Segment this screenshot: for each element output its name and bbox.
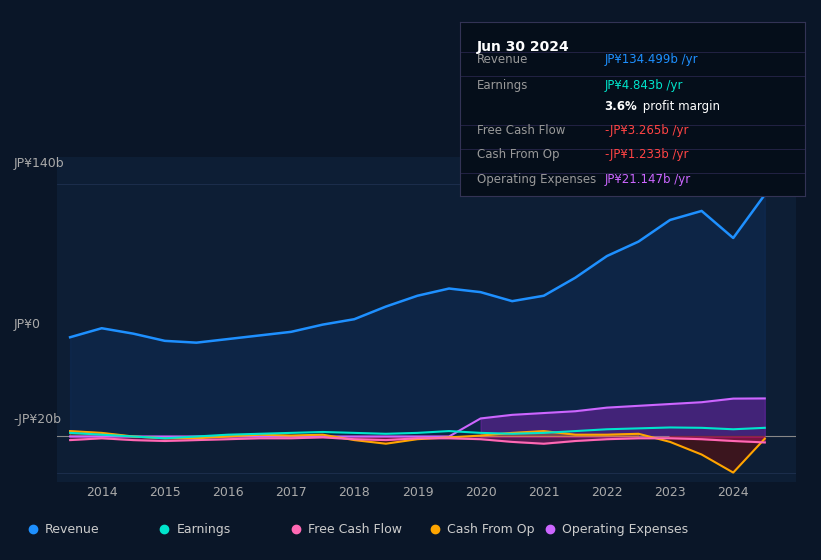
Text: Earnings: Earnings xyxy=(177,522,231,536)
Text: Free Cash Flow: Free Cash Flow xyxy=(308,522,401,536)
Text: Cash From Op: Cash From Op xyxy=(447,522,535,536)
Text: Revenue: Revenue xyxy=(45,522,100,536)
Text: -JP¥1.233b /yr: -JP¥1.233b /yr xyxy=(604,148,688,161)
Text: JP¥134.499b /yr: JP¥134.499b /yr xyxy=(604,53,698,66)
Text: Revenue: Revenue xyxy=(477,53,529,66)
Text: -JP¥3.265b /yr: -JP¥3.265b /yr xyxy=(604,124,688,137)
Text: Cash From Op: Cash From Op xyxy=(477,148,559,161)
Text: Operating Expenses: Operating Expenses xyxy=(562,522,689,536)
Text: profit margin: profit margin xyxy=(639,100,720,113)
Text: JP¥21.147b /yr: JP¥21.147b /yr xyxy=(604,172,690,185)
Text: Jun 30 2024: Jun 30 2024 xyxy=(477,40,570,54)
Text: Operating Expenses: Operating Expenses xyxy=(477,172,596,185)
Text: 3.6%: 3.6% xyxy=(604,100,637,113)
Text: Free Cash Flow: Free Cash Flow xyxy=(477,124,566,137)
Text: JP¥140b: JP¥140b xyxy=(13,157,64,170)
Text: JP¥0: JP¥0 xyxy=(13,318,40,330)
Text: Earnings: Earnings xyxy=(477,79,529,92)
Text: -JP¥20b: -JP¥20b xyxy=(13,413,61,426)
Text: JP¥4.843b /yr: JP¥4.843b /yr xyxy=(604,79,683,92)
